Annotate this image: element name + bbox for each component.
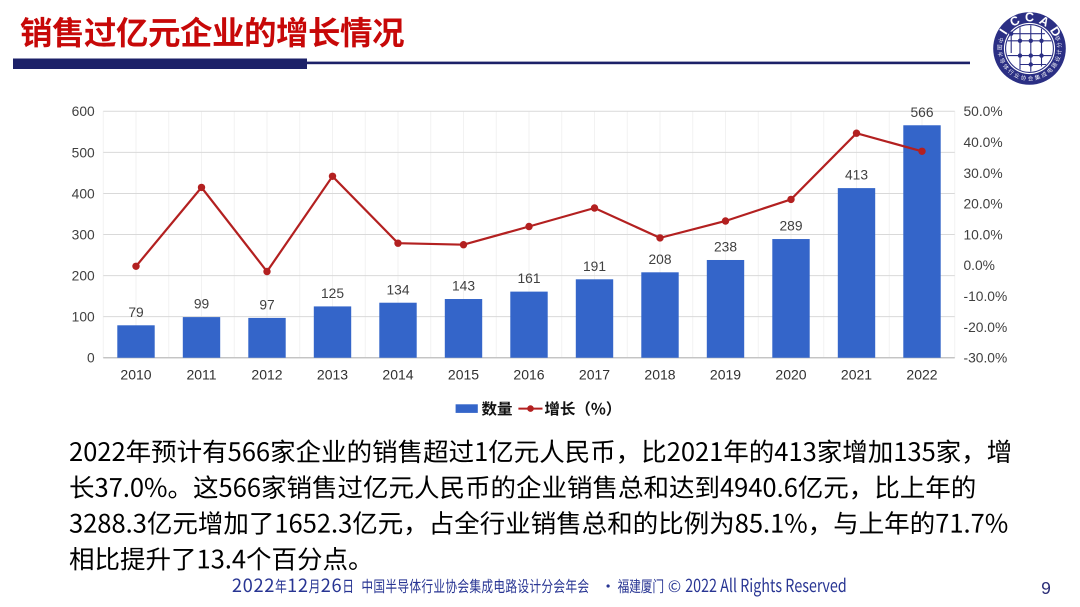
svg-text:-10.0%: -10.0%: [964, 289, 1008, 304]
svg-text:161: 161: [517, 271, 540, 286]
svg-text:C: C: [1025, 11, 1034, 25]
svg-text:566: 566: [910, 105, 933, 120]
svg-text:10.0%: 10.0%: [964, 227, 1003, 242]
svg-text:40.0%: 40.0%: [964, 135, 1003, 150]
svg-text:-30.0%: -30.0%: [964, 351, 1008, 366]
svg-text:600: 600: [72, 104, 95, 119]
svg-text:413: 413: [845, 168, 868, 183]
svg-text:100: 100: [72, 310, 95, 325]
svg-text:2017: 2017: [579, 367, 610, 383]
svg-text:2012: 2012: [251, 367, 282, 383]
svg-text:9: 9: [1041, 578, 1051, 598]
svg-text:143: 143: [452, 279, 475, 294]
svg-text:0.0%: 0.0%: [964, 258, 995, 273]
svg-text:2018: 2018: [644, 367, 675, 383]
svg-text:99: 99: [194, 297, 210, 312]
svg-text:2016: 2016: [513, 367, 544, 383]
svg-text:20.0%: 20.0%: [964, 197, 1003, 212]
svg-text:200: 200: [72, 269, 95, 284]
svg-text:2011: 2011: [186, 367, 216, 383]
svg-text:300: 300: [72, 227, 95, 242]
svg-text:50.0%: 50.0%: [964, 104, 1003, 119]
svg-text:2021: 2021: [841, 367, 872, 383]
svg-text:2015: 2015: [448, 367, 479, 383]
svg-text:-20.0%: -20.0%: [964, 320, 1008, 335]
svg-text:79: 79: [128, 305, 144, 320]
svg-text:30.0%: 30.0%: [964, 166, 1003, 181]
svg-text:238: 238: [714, 240, 737, 255]
svg-text:191: 191: [583, 259, 606, 274]
svg-text:2020: 2020: [775, 367, 806, 383]
svg-text:208: 208: [648, 252, 671, 267]
svg-text:I: I: [997, 26, 1011, 37]
svg-text:500: 500: [72, 145, 95, 160]
svg-text:2014: 2014: [382, 367, 413, 383]
svg-text:2022: 2022: [906, 367, 937, 383]
svg-text:125: 125: [321, 286, 344, 301]
svg-text:2013: 2013: [317, 367, 348, 383]
svg-text:134: 134: [386, 282, 409, 297]
svg-text:97: 97: [259, 298, 274, 313]
svg-text:2010: 2010: [120, 367, 151, 383]
svg-text:400: 400: [72, 186, 95, 201]
svg-text:0: 0: [87, 351, 95, 366]
svg-text:289: 289: [779, 219, 802, 234]
svg-text:2019: 2019: [710, 367, 741, 383]
